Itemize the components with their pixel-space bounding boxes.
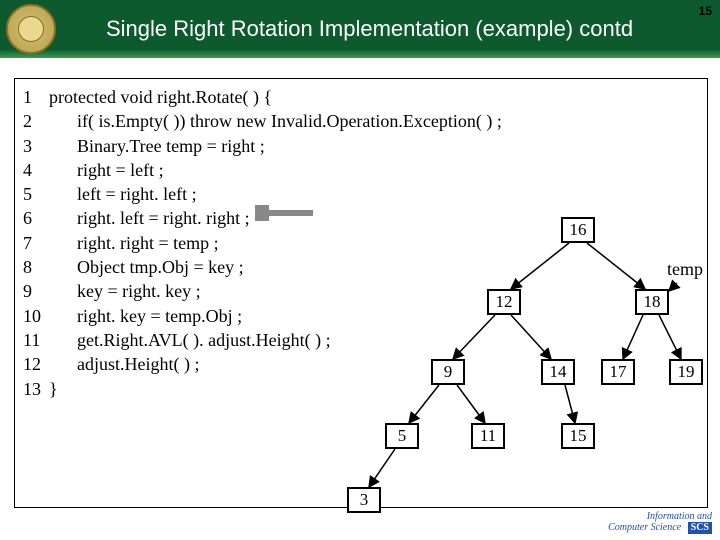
code-text: key = right. key ;: [49, 279, 201, 303]
tree-node: 12: [487, 289, 521, 315]
code-text: left = right. left ;: [49, 182, 197, 206]
code-line: 4right = left ;: [23, 158, 502, 182]
tree-node: 16: [561, 217, 595, 243]
code-text: Object tmp.Obj = key ;: [49, 255, 244, 279]
content-frame: 1protected void right.Rotate( ) {2if( is…: [14, 78, 708, 508]
slide-header: Single Right Rotation Implementation (ex…: [0, 0, 720, 58]
code-text: right. right = temp ;: [49, 231, 219, 255]
code-text: if( is.Empty( )) throw new Invalid.Opera…: [49, 109, 502, 133]
code-line: 3Binary.Tree temp = right ;: [23, 134, 502, 158]
line-number: 5: [23, 182, 49, 206]
tree-diagram: 1612189141719511153 temp: [335, 199, 705, 509]
line-number: 6: [23, 206, 49, 230]
line-number: 13: [23, 377, 49, 401]
line-number: 8: [23, 255, 49, 279]
code-line: 1protected void right.Rotate( ) {: [23, 85, 502, 109]
line-number: 7: [23, 231, 49, 255]
slide-number: 15: [699, 4, 712, 18]
footer-logo: Information and Computer Science SCS: [608, 512, 712, 534]
logo-inner: [18, 16, 44, 42]
line-number: 12: [23, 352, 49, 376]
tree-node: 11: [471, 423, 505, 449]
tree-node: 18: [635, 289, 669, 315]
code-text: right = left ;: [49, 158, 164, 182]
line-number: 10: [23, 304, 49, 328]
code-text: get.Right.AVL( ). adjust.Height( ) ;: [49, 328, 331, 352]
university-logo: [6, 4, 56, 54]
footer-line2: Computer Science: [608, 522, 681, 533]
code-text: protected void right.Rotate( ) {: [49, 85, 272, 109]
footer-line1: Information and: [647, 511, 712, 522]
line-number: 3: [23, 134, 49, 158]
tree-node: 5: [385, 423, 419, 449]
code-text: adjust.Height( ) ;: [49, 352, 199, 376]
footer-badge: SCS: [688, 522, 712, 534]
tree-node: 9: [431, 359, 465, 385]
code-text: right. key = temp.Obj ;: [49, 304, 242, 328]
tree-node: 17: [601, 359, 635, 385]
pointer-arrow-icon: [255, 205, 315, 221]
code-line: 2if( is.Empty( )) throw new Invalid.Oper…: [23, 109, 502, 133]
tree-node: 19: [669, 359, 703, 385]
tree-node: 3: [347, 487, 381, 513]
temp-label: temp: [667, 259, 703, 280]
line-number: 9: [23, 279, 49, 303]
line-number: 11: [23, 328, 49, 352]
line-number: 2: [23, 109, 49, 133]
slide-title: Single Right Rotation Implementation (ex…: [106, 16, 633, 42]
line-number: 1: [23, 85, 49, 109]
tree-edges: [335, 199, 705, 509]
tree-node: 14: [541, 359, 575, 385]
tree-node: 15: [561, 423, 595, 449]
line-number: 4: [23, 158, 49, 182]
code-text: right. left = right. right ;: [49, 206, 250, 230]
code-text: Binary.Tree temp = right ;: [49, 134, 265, 158]
code-text: }: [49, 377, 58, 401]
